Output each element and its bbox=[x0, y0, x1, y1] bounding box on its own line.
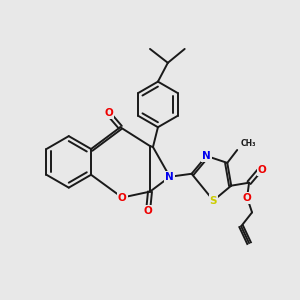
Text: O: O bbox=[104, 108, 113, 118]
Text: O: O bbox=[118, 193, 127, 202]
Text: S: S bbox=[210, 196, 217, 206]
Text: O: O bbox=[243, 193, 251, 202]
Text: N: N bbox=[202, 151, 211, 161]
Text: O: O bbox=[258, 165, 266, 175]
Text: O: O bbox=[144, 206, 152, 216]
Text: N: N bbox=[165, 172, 174, 182]
Text: CH₃: CH₃ bbox=[240, 139, 256, 148]
